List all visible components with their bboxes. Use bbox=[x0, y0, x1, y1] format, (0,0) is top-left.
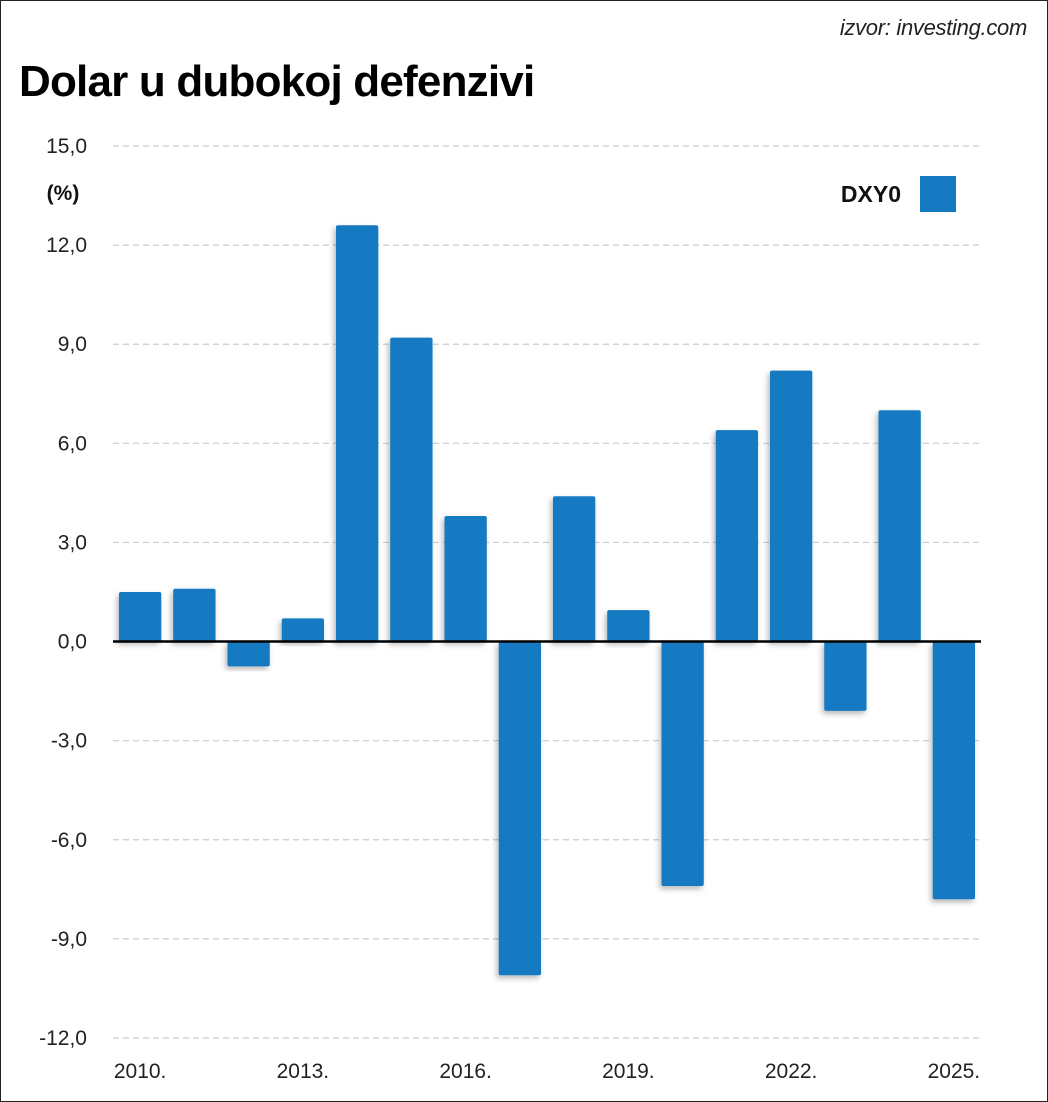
bar-2022 bbox=[769, 370, 813, 642]
y-tick-label: 9,0 bbox=[58, 333, 87, 356]
y-tick-label: -9,0 bbox=[51, 928, 87, 951]
bar-2018 bbox=[552, 496, 596, 642]
y-tick-label: -12,0 bbox=[39, 1027, 87, 1050]
source-note: izvor: investing.com bbox=[839, 15, 1027, 40]
bar-2011 bbox=[173, 588, 216, 642]
bar-2015 bbox=[390, 337, 433, 642]
y-tick-label: 12,0 bbox=[46, 234, 87, 257]
y-tick-label: 0,0 bbox=[58, 631, 87, 654]
bar-2016 bbox=[444, 516, 487, 642]
x-tick-label: 2019. bbox=[602, 1060, 655, 1083]
bars bbox=[118, 225, 976, 976]
gridlines bbox=[113, 145, 981, 1039]
x-tick-label: 2016. bbox=[439, 1060, 492, 1083]
y-axis-ticks: 15,0 12,0 9,0 6,0 3,0 0,0 -3,0 -6,0 -9,0 -12,0 bbox=[39, 135, 87, 1050]
y-tick-label: -3,0 bbox=[51, 730, 87, 753]
bar-2023 bbox=[824, 641, 867, 711]
x-axis-ticks: 2010. 2013. 2016. 2019. 2022. 2025. bbox=[114, 1060, 980, 1083]
bar-2014 bbox=[335, 225, 379, 642]
bar-2010 bbox=[118, 592, 162, 642]
y-tick-label: -6,0 bbox=[51, 829, 87, 852]
bar-2024 bbox=[878, 410, 921, 642]
bar-2013 bbox=[281, 618, 325, 642]
bar-2020 bbox=[661, 641, 704, 887]
legend-swatch bbox=[920, 176, 956, 212]
x-tick-label: 2022. bbox=[765, 1060, 818, 1083]
bar-2021 bbox=[715, 430, 759, 642]
bar-2019 bbox=[607, 610, 650, 642]
legend-label: DXY0 bbox=[841, 181, 901, 207]
y-tick-label: 3,0 bbox=[58, 531, 87, 554]
chart-title: Dolar u dubokoj defenzivi bbox=[19, 57, 535, 106]
y-tick-label: 6,0 bbox=[58, 432, 87, 455]
x-tick-label: 2025. bbox=[928, 1060, 981, 1083]
legend: DXY0 bbox=[841, 176, 956, 212]
bar-2017 bbox=[498, 641, 542, 976]
x-tick-label: 2013. bbox=[277, 1060, 330, 1083]
x-tick-label: 2010. bbox=[114, 1060, 167, 1083]
bar-2025 bbox=[932, 641, 976, 900]
y-axis-unit-label: (%) bbox=[47, 182, 80, 205]
y-tick-label: 15,0 bbox=[46, 135, 87, 158]
bar-2012 bbox=[227, 641, 270, 667]
